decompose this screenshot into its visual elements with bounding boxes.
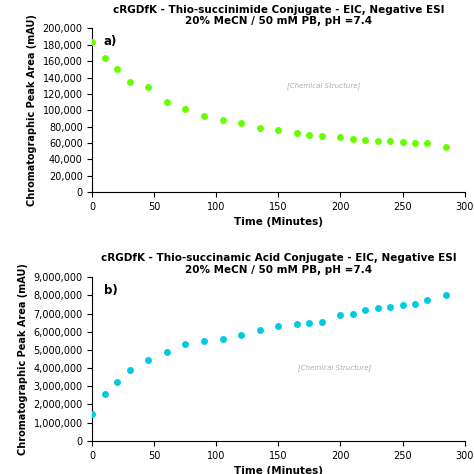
Point [306,131,313,138]
Point [399,138,406,146]
Point [237,332,245,339]
Point [200,112,208,120]
Point [349,310,356,318]
Point [362,306,369,314]
Text: b): b) [104,284,118,297]
Point [442,292,450,299]
Point [293,129,301,137]
Point [200,337,208,345]
Text: [Chemical Structure]: [Chemical Structure] [286,82,360,89]
X-axis label: Time (Minutes): Time (Minutes) [234,218,323,228]
Point [182,106,189,113]
Point [182,341,189,348]
Point [113,378,121,385]
Point [362,136,369,144]
Point [275,126,283,134]
Point [219,335,227,343]
Point [423,139,431,147]
Point [89,410,96,417]
Point [163,348,171,356]
Point [442,143,450,151]
Point [126,78,134,85]
Point [145,356,152,364]
Point [318,318,326,326]
Point [89,38,96,46]
Point [374,137,382,144]
Point [113,65,121,73]
Point [306,319,313,327]
Y-axis label: Chromatographic Peak Area (mAU): Chromatographic Peak Area (mAU) [18,263,28,455]
Point [411,300,419,307]
Point [256,326,264,334]
Point [386,137,394,145]
Point [318,133,326,140]
Point [256,125,264,132]
Point [411,139,419,147]
Text: [Chemical Structure]: [Chemical Structure] [298,364,371,371]
Point [386,303,394,311]
Point [101,391,109,398]
Point [337,311,344,319]
X-axis label: Time (Minutes): Time (Minutes) [234,466,323,474]
Point [349,135,356,143]
Title: cRGDfK - Thio-succinimide Conjugate - EIC, Negative ESI
20% MeCN / 50 mM PB, pH : cRGDfK - Thio-succinimide Conjugate - EI… [113,5,444,26]
Point [399,301,406,309]
Y-axis label: Chromatographic Peak Area (mAU): Chromatographic Peak Area (mAU) [27,14,37,206]
Point [293,320,301,328]
Point [423,296,431,304]
Point [101,54,109,62]
Point [219,116,227,124]
Point [275,322,283,330]
Point [374,304,382,312]
Point [163,98,171,106]
Point [126,366,134,374]
Point [237,119,245,127]
Title: cRGDfK - Thio-succinamic Acid Conjugate - EIC, Negative ESI
20% MeCN / 50 mM PB,: cRGDfK - Thio-succinamic Acid Conjugate … [100,254,456,275]
Point [145,83,152,91]
Point [337,134,344,141]
Text: a): a) [104,35,117,48]
